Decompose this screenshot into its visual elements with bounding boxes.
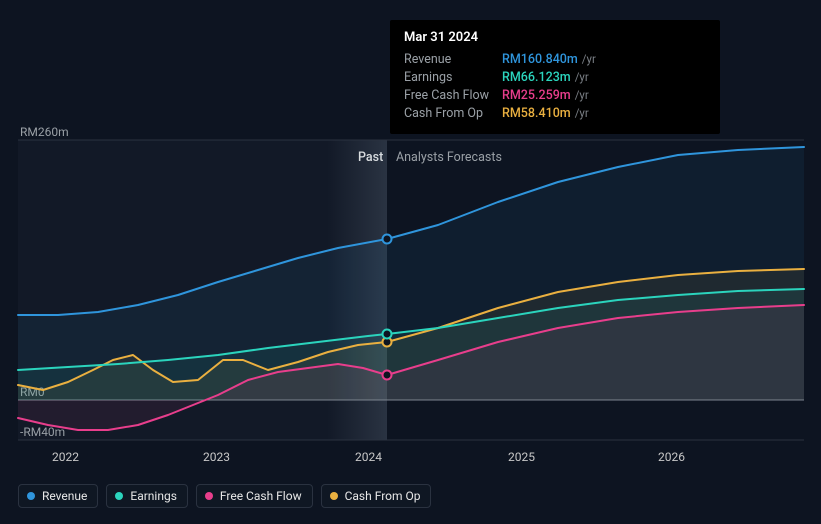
tooltip-metric-unit: /yr [575,87,589,104]
x-axis-label: 2023 [203,450,230,464]
x-axis-label: 2022 [52,450,79,464]
tooltip-metric-label: Earnings [404,69,502,87]
legend-item[interactable]: Cash From Op [321,484,432,508]
tooltip-date: Mar 31 2024 [404,30,706,45]
legend-swatch [330,492,338,500]
financial-forecast-chart: Mar 31 2024 RevenueRM160.840m/yrEarnings… [0,0,821,524]
legend-label: Revenue [42,489,87,503]
tooltip-metric-label: Cash From Op [404,105,502,123]
tooltip-metric-unit: /yr [575,105,589,122]
legend-swatch [205,492,213,500]
legend-label: Earnings [130,489,177,503]
tooltip-metric-value: RM58.410m [502,105,571,123]
x-axis-label: 2026 [658,450,685,464]
tooltip-metric-value: RM25.259m [502,87,571,105]
legend-label: Cash From Op [345,489,421,503]
tooltip-metric-unit: /yr [575,69,589,86]
tooltip-row: Free Cash FlowRM25.259m/yr [404,87,706,105]
tooltip-metric-value: RM66.123m [502,69,571,87]
legend-label: Free Cash Flow [220,489,302,503]
chart-plot[interactable] [18,140,804,440]
legend-swatch [27,492,35,500]
legend-swatch [115,492,123,500]
x-axis-label: 2025 [508,450,535,464]
tooltip-row: EarningsRM66.123m/yr [404,69,706,87]
tooltip-row: RevenueRM160.840m/yr [404,51,706,69]
tooltip-metric-label: Revenue [404,51,502,69]
tooltip-metric-unit: /yr [582,51,596,68]
tooltip-metric-value: RM160.840m [502,51,578,69]
tooltip-row: Cash From OpRM58.410m/yr [404,105,706,123]
legend-item[interactable]: Earnings [106,484,188,508]
legend-item[interactable]: Free Cash Flow [196,484,313,508]
chart-legend: Revenue Earnings Free Cash Flow Cash From O… [18,484,431,508]
legend-item[interactable]: Revenue [18,484,98,508]
chart-tooltip: Mar 31 2024 RevenueRM160.840m/yrEarnings… [390,20,720,134]
tooltip-metric-label: Free Cash Flow [404,87,502,105]
x-axis-label: 2024 [355,450,382,464]
y-axis-label: RM260m [20,125,69,139]
